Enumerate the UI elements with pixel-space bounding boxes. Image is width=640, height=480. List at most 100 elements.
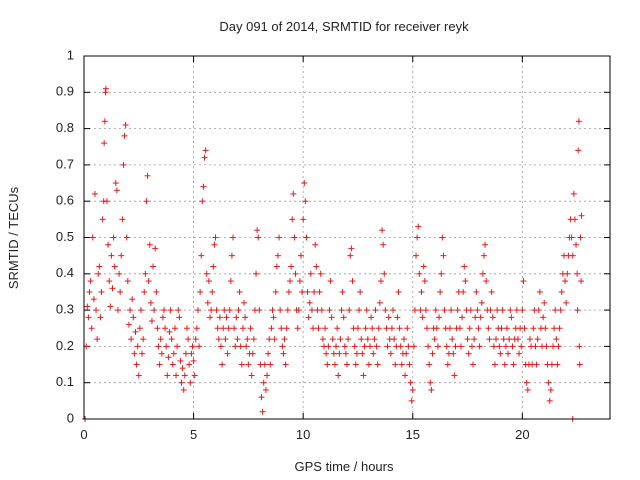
data-point — [488, 288, 495, 295]
data-point — [212, 234, 219, 241]
data-point — [262, 386, 269, 393]
data-point — [160, 307, 167, 314]
y-tick-label: 0.6 — [56, 193, 74, 208]
data-point — [473, 288, 480, 295]
data-point — [523, 379, 530, 386]
data-point — [322, 325, 329, 332]
data-point — [154, 325, 161, 332]
data-point — [98, 288, 105, 295]
data-point — [221, 307, 228, 314]
data-point — [285, 288, 292, 295]
data-point — [337, 336, 344, 343]
data-point — [107, 303, 114, 310]
data-point — [440, 252, 447, 259]
data-point — [502, 343, 509, 350]
data-point — [518, 343, 525, 350]
data-point — [396, 325, 403, 332]
data-point — [203, 270, 210, 277]
data-point — [127, 307, 134, 314]
data-point — [475, 325, 482, 332]
data-point — [376, 299, 383, 306]
data-point — [300, 216, 307, 223]
data-point — [331, 361, 338, 368]
data-point — [441, 307, 448, 314]
data-point — [255, 234, 262, 241]
data-point — [159, 314, 166, 321]
data-point — [356, 307, 363, 314]
data-point — [89, 234, 96, 241]
data-point — [575, 147, 582, 154]
data-point — [205, 278, 212, 285]
data-point — [289, 216, 296, 223]
data-point — [520, 278, 527, 285]
data-point — [532, 343, 539, 350]
data-point — [385, 314, 392, 321]
data-point — [490, 343, 497, 350]
data-point — [211, 241, 218, 248]
data-point — [243, 343, 250, 350]
data-point — [139, 350, 146, 357]
data-point — [129, 296, 136, 303]
data-point — [464, 336, 471, 343]
data-point — [105, 241, 112, 248]
data-point — [536, 288, 543, 295]
data-point — [534, 336, 541, 343]
data-point — [550, 343, 557, 350]
data-point — [287, 278, 294, 285]
data-point — [558, 288, 565, 295]
data-point — [354, 325, 361, 332]
data-point — [168, 336, 175, 343]
data-point — [542, 325, 549, 332]
data-point — [153, 288, 160, 295]
data-point — [568, 234, 575, 241]
data-point — [182, 350, 189, 357]
data-point — [548, 361, 555, 368]
data-point — [256, 307, 263, 314]
data-point — [266, 336, 273, 343]
data-point — [348, 245, 355, 252]
data-point — [519, 307, 526, 314]
data-point — [513, 307, 520, 314]
data-point — [276, 234, 283, 241]
data-point — [219, 361, 226, 368]
data-point — [318, 307, 325, 314]
data-point — [551, 325, 558, 332]
data-point — [330, 350, 337, 357]
data-point — [339, 288, 346, 295]
data-point — [175, 307, 182, 314]
data-point — [101, 140, 108, 147]
data-point — [555, 343, 562, 350]
data-point — [111, 263, 118, 270]
data-point — [201, 154, 208, 161]
data-point — [338, 307, 345, 314]
data-point — [106, 278, 113, 285]
data-point — [264, 372, 271, 379]
data-point — [109, 285, 116, 292]
data-point — [313, 263, 320, 270]
data-point — [144, 172, 151, 179]
data-point — [213, 307, 220, 314]
data-point — [267, 361, 274, 368]
data-point — [535, 307, 542, 314]
data-point — [508, 314, 515, 321]
data-point — [472, 314, 479, 321]
data-point — [242, 314, 249, 321]
data-point — [510, 361, 517, 368]
x-tick-label: 5 — [190, 427, 197, 442]
data-point — [340, 314, 347, 321]
data-point — [288, 263, 295, 270]
y-tick-label: 0.9 — [56, 84, 74, 99]
data-point — [277, 307, 284, 314]
data-point — [181, 372, 188, 379]
data-point — [336, 350, 343, 357]
data-point — [391, 336, 398, 343]
data-point — [232, 343, 239, 350]
data-point — [236, 288, 243, 295]
data-point — [202, 147, 209, 154]
y-tick-label: 0 — [67, 410, 74, 425]
data-point — [116, 270, 123, 277]
data-point — [239, 325, 246, 332]
data-point — [341, 343, 348, 350]
x-tick-label: 15 — [406, 427, 420, 442]
data-point — [196, 343, 203, 350]
